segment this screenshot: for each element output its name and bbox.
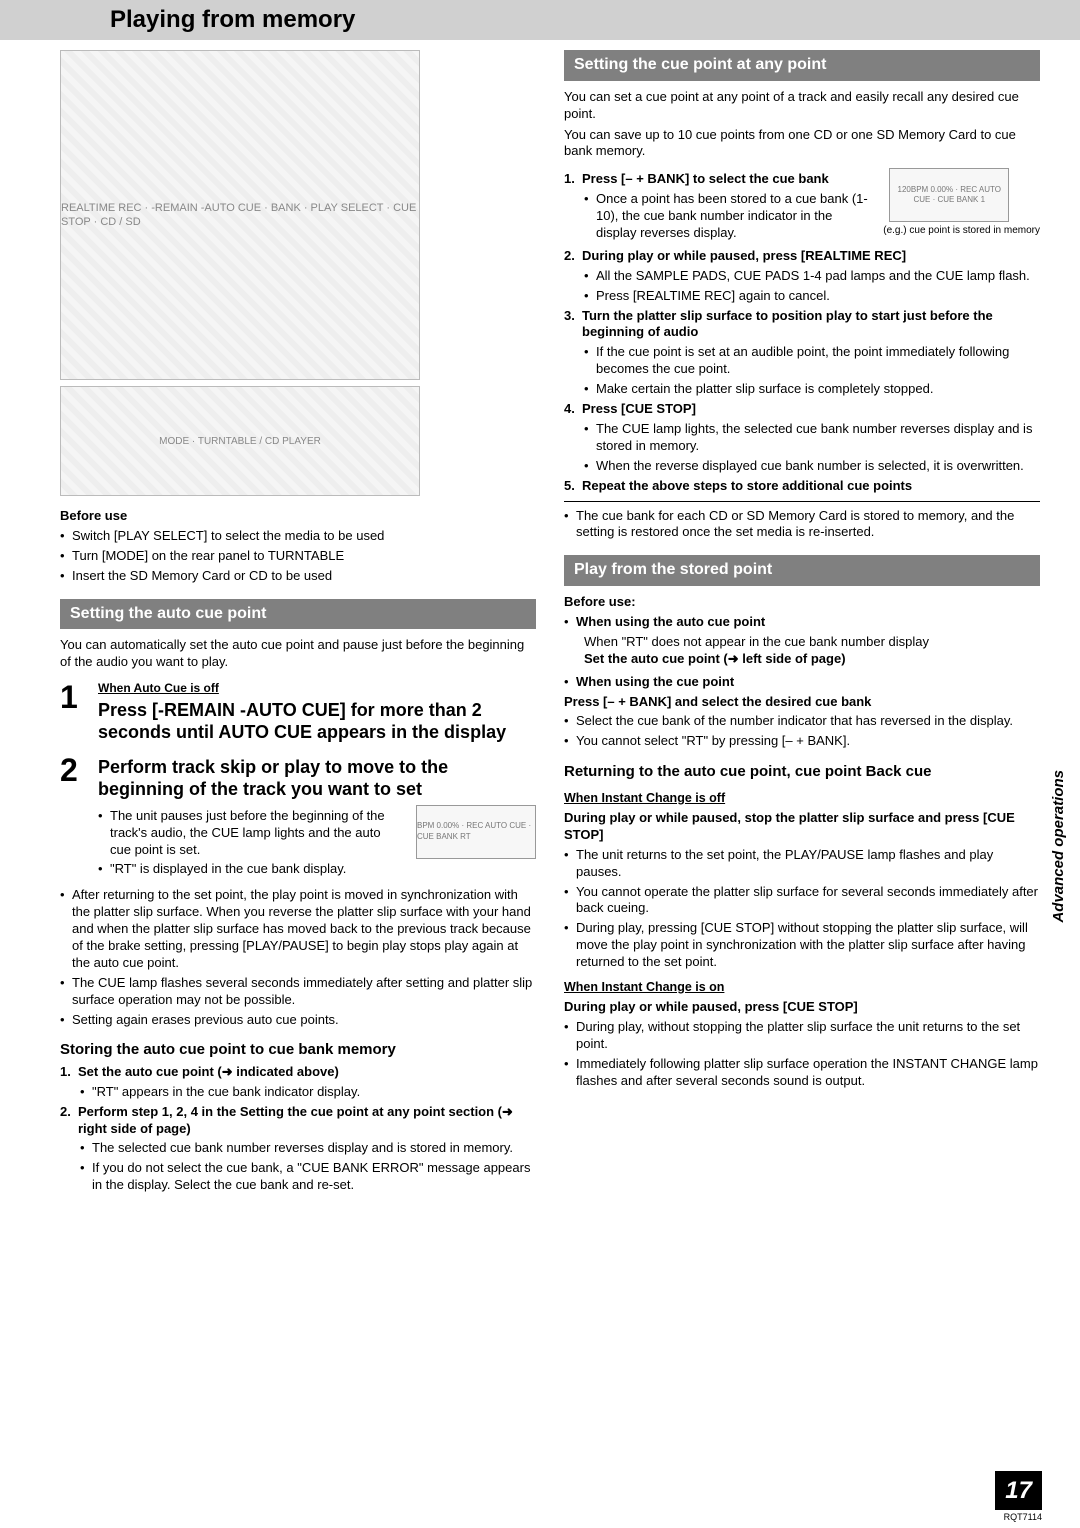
paragraph: When "RT" does not appear in the cue ban… <box>584 634 1040 651</box>
device-diagram-rear: MODE · TURNTABLE / CD PLAYER <box>60 386 420 496</box>
bullet: Press [REALTIME REC] again to cancel. <box>584 288 1040 305</box>
paragraph: You can set a cue point at any point of … <box>564 89 1040 123</box>
numbered-item: 1.Set the auto cue point (➜ indicated ab… <box>60 1064 536 1081</box>
step-mini-head: When Auto Cue is off <box>98 681 536 697</box>
numbered-item: 1.Press [– + BANK] to select the cue ban… <box>564 171 875 188</box>
bullet: If the cue point is set at an audible po… <box>584 344 1040 378</box>
bullet: When the reverse displayed cue bank numb… <box>584 458 1040 475</box>
bullet: The unit returns to the set point, the P… <box>564 847 1040 881</box>
bullet: After returning to the set point, the pl… <box>60 887 536 971</box>
page-body: REALTIME REC · -REMAIN -AUTO CUE · BANK … <box>0 40 1080 1207</box>
bullet: Turn [MODE] on the rear panel to TURNTAB… <box>60 548 536 565</box>
side-tab: Advanced operations <box>1049 770 1069 923</box>
paragraph: You can automatically set the auto cue p… <box>60 637 536 671</box>
numbered-item: 2.Perform step 1, 2, 4 in the Setting th… <box>60 1104 536 1138</box>
bullet: Switch [PLAY SELECT] to select the media… <box>60 528 536 545</box>
numbered-item: 2.During play or while paused, press [RE… <box>564 248 1040 265</box>
bullet: The CUE lamp lights, the selected cue ba… <box>584 421 1040 455</box>
numbered-item: 4.Press [CUE STOP] <box>564 401 1040 418</box>
display-caption: (e.g.) cue point is stored in memory <box>883 224 1040 237</box>
page-title: Playing from memory <box>110 4 355 35</box>
paragraph-bold: Set the auto cue point (➜ left side of p… <box>584 651 1040 668</box>
numbered-item: 5.Repeat the above steps to store additi… <box>564 478 1040 495</box>
diagram2-labels: MODE · TURNTABLE / CD PLAYER <box>159 435 321 448</box>
left-column: REALTIME REC · -REMAIN -AUTO CUE · BANK … <box>60 50 536 1197</box>
step-1: 1 When Auto Cue is off Press [-REMAIN -A… <box>60 681 536 744</box>
bullet: "RT" appears in the cue bank indicator d… <box>80 1084 536 1101</box>
page-title-bar: Playing from memory <box>0 0 1080 40</box>
bullet: During play, without stopping the platte… <box>564 1019 1040 1053</box>
paragraph: You can save up to 10 cue points from on… <box>564 127 1040 161</box>
bullet: During play, pressing [CUE STOP] without… <box>564 920 1040 971</box>
before-use-label: Before use: <box>564 594 1040 611</box>
device-diagram-top: REALTIME REC · -REMAIN -AUTO CUE · BANK … <box>60 50 420 380</box>
bullet: "RT" is displayed in the cue bank displa… <box>98 861 402 878</box>
page-number: 17 <box>995 1471 1042 1510</box>
bullet: Insert the SD Memory Card or CD to be us… <box>60 568 536 585</box>
diagram-labels: REALTIME REC · -REMAIN -AUTO CUE · BANK … <box>61 201 419 230</box>
bullet: You cannot operate the platter slip surf… <box>564 884 1040 918</box>
paragraph-bold: During play or while paused, press [CUE … <box>564 999 1040 1016</box>
underline-head: When Instant Change is on <box>564 979 1040 995</box>
section-head-auto-cue: Setting the auto cue point <box>60 599 536 630</box>
bullet: The unit pauses just before the beginnin… <box>98 808 402 859</box>
step-main: Press [-REMAIN -AUTO CUE] for more than … <box>98 699 536 744</box>
section-head-cue-any: Setting the cue point at any point <box>564 50 1040 81</box>
before-use-head: Before use <box>60 508 536 525</box>
lcd-display-icon: 120BPM 0.00% · REC AUTO CUE · CUE BANK 1 <box>889 168 1009 222</box>
bullet: Select the cue bank of the number indica… <box>564 713 1040 730</box>
right-column: Setting the cue point at any point You c… <box>564 50 1040 1197</box>
bullet: If you do not select the cue bank, a "CU… <box>80 1160 536 1194</box>
bullet: Make certain the platter slip surface is… <box>584 381 1040 398</box>
step-2: 2 Perform track skip or play to move to … <box>60 754 536 882</box>
numbered-item: 3.Turn the platter slip surface to posit… <box>564 308 1040 342</box>
bullet: You cannot select "RT" by pressing [– + … <box>564 733 1040 750</box>
paragraph-bold: During play or while paused, stop the pl… <box>564 810 1040 844</box>
bullet: The selected cue bank number reverses di… <box>80 1140 536 1157</box>
bullet: When using the cue point <box>564 674 1040 691</box>
section-head-play-stored: Play from the stored point <box>564 555 1040 586</box>
bullet: All the SAMPLE PADS, CUE PADS 1-4 pad la… <box>584 268 1040 285</box>
underline-head: When Instant Change is off <box>564 790 1040 806</box>
bullet: Setting again erases previous auto cue p… <box>60 1012 536 1029</box>
subhead-return: Returning to the auto cue point, cue poi… <box>564 762 1040 782</box>
paragraph-bold: Press [– + BANK] and select the desired … <box>564 694 1040 711</box>
subhead-store: Storing the auto cue point to cue bank m… <box>60 1040 536 1060</box>
step-number: 1 <box>60 681 88 713</box>
bullet: Once a point has been stored to a cue ba… <box>584 191 875 242</box>
bullet: When using the auto cue point <box>564 614 1040 631</box>
bullet: The CUE lamp flashes several seconds imm… <box>60 975 536 1009</box>
bullet: Immediately following platter slip surfa… <box>564 1056 1040 1090</box>
lcd-display-icon: BPM 0.00% · REC AUTO CUE · CUE BANK RT <box>416 805 536 859</box>
step-number: 2 <box>60 754 88 786</box>
step-main: Perform track skip or play to move to th… <box>98 756 536 801</box>
footer-code: RQT7114 <box>1004 1512 1042 1524</box>
bullet: The cue bank for each CD or SD Memory Ca… <box>564 508 1040 542</box>
